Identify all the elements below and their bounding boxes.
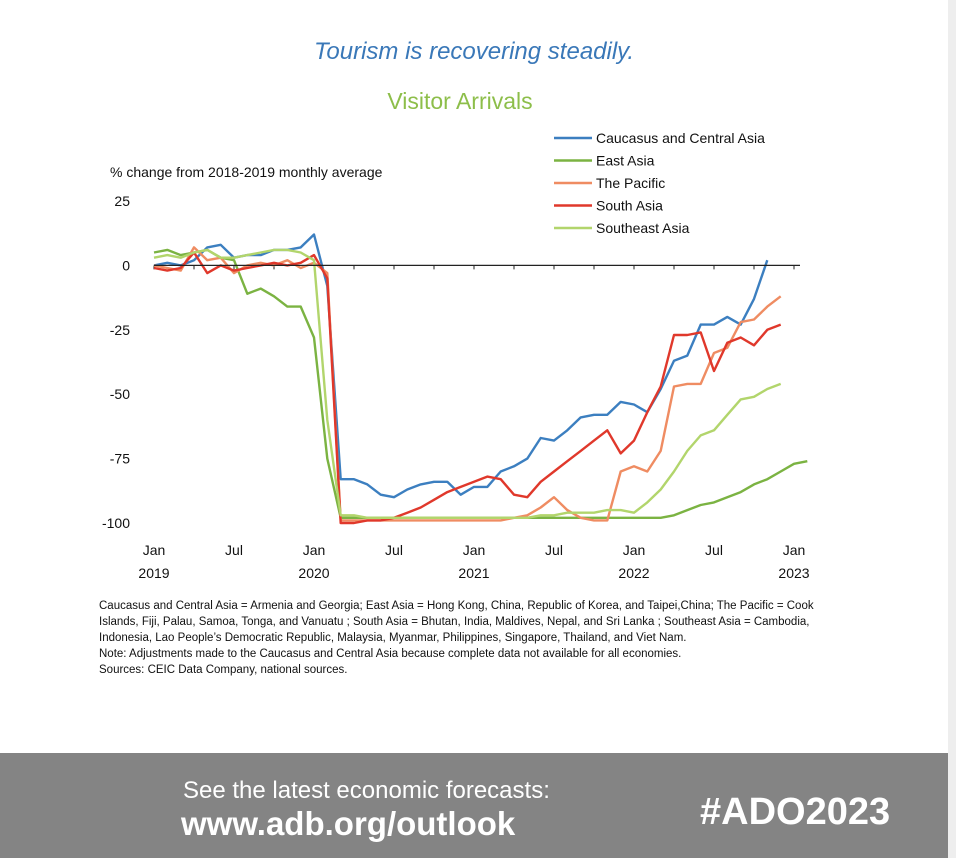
legend-label: Southeast Asia bbox=[596, 220, 690, 236]
x-tick-label: Jan bbox=[623, 542, 646, 558]
chart-title: Visitor Arrivals bbox=[387, 88, 533, 114]
chart-notes: Caucasus and Central Asia = Armenia and … bbox=[99, 598, 819, 678]
x-tick-label: Jan bbox=[463, 542, 486, 558]
y-tick-label: 0 bbox=[122, 257, 130, 273]
legend: Caucasus and Central Asia East Asia The Pa… bbox=[554, 130, 765, 236]
series-line-southeast-asia bbox=[153, 248, 782, 519]
y-tick-label: 25 bbox=[114, 193, 130, 209]
line-chart: % change from 2018-2019 monthly average … bbox=[102, 130, 810, 581]
x-tick-year-label: 2020 bbox=[298, 565, 329, 581]
legend-label: East Asia bbox=[596, 153, 655, 169]
series-line-the-pacific bbox=[153, 246, 782, 522]
adjustment-note: Note: Adjustments made to the Caucasus a… bbox=[99, 648, 682, 660]
y-tick-label: -75 bbox=[110, 451, 130, 467]
definitions-note: Caucasus and Central Asia = Armenia and … bbox=[99, 600, 814, 644]
x-tick-label: Jan bbox=[783, 542, 806, 558]
x-tick-label: Jan bbox=[143, 542, 166, 558]
x-tick-label: Jul bbox=[225, 542, 243, 558]
right-edge-strip bbox=[948, 0, 956, 858]
x-tick-label: Jan bbox=[303, 542, 326, 558]
legend-label: South Asia bbox=[596, 198, 663, 214]
sources-note: Sources: CEIC Data Company, national sou… bbox=[99, 664, 348, 676]
series-line-caucasus-and-central-asia bbox=[153, 233, 769, 499]
headline: Tourism is recovering steadily. bbox=[313, 38, 635, 65]
series-line-east-asia bbox=[153, 248, 808, 519]
y-tick-label: -50 bbox=[110, 386, 130, 402]
x-tick-year-label: 2021 bbox=[458, 565, 489, 581]
x-tick-year-label: 2019 bbox=[138, 565, 169, 581]
x-tick-label: Jul bbox=[545, 542, 563, 558]
hashtag: #ADO2023 bbox=[700, 791, 891, 833]
footer-cta: See the latest economic forecasts: bbox=[183, 777, 550, 804]
footer-banner: See the latest economic forecasts: www.a… bbox=[0, 753, 948, 858]
x-tick-label: Jul bbox=[705, 542, 723, 558]
outlook-link[interactable]: www.adb.org/outlook bbox=[181, 805, 516, 842]
x-tick-label: Jul bbox=[385, 542, 403, 558]
x-tick-year-label: 2022 bbox=[618, 565, 649, 581]
y-axis-label: % change from 2018-2019 monthly average bbox=[110, 164, 383, 180]
y-tick-label: -25 bbox=[110, 322, 130, 338]
x-tick-year-label: 2023 bbox=[778, 565, 809, 581]
legend-label: Caucasus and Central Asia bbox=[596, 130, 765, 146]
y-tick-label: -100 bbox=[102, 515, 130, 531]
legend-label: The Pacific bbox=[596, 175, 665, 191]
